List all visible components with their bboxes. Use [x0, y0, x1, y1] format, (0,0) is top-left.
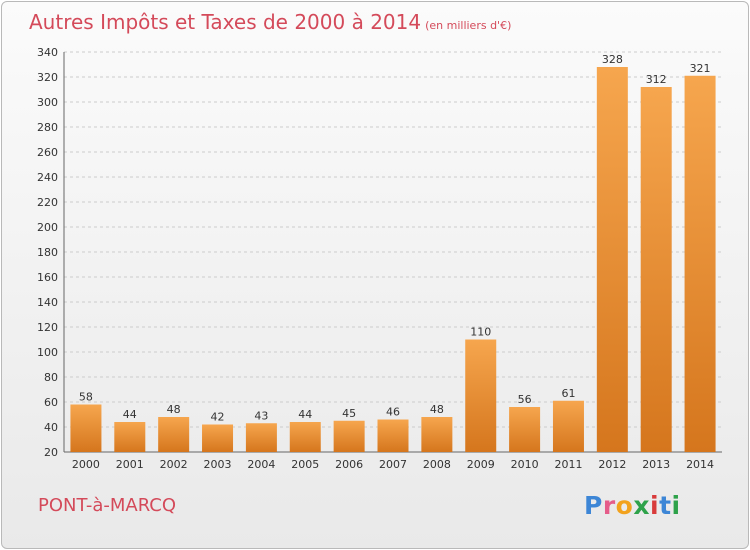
y-tick-label: 60	[44, 396, 58, 409]
bar	[202, 424, 234, 452]
x-axis-tick-labels: 2000 2001 2002 2003 2004 2005 2006 2007 2008 2009…	[72, 458, 714, 471]
logo-letter: x	[633, 491, 650, 520]
bar	[552, 400, 584, 452]
data-label: 328	[602, 53, 623, 66]
data-label: 48	[167, 403, 181, 416]
data-label: 43	[254, 409, 268, 422]
y-tick-label: 200	[37, 221, 58, 234]
y-tick-label: 240	[37, 171, 58, 184]
bar	[158, 417, 190, 452]
bar	[245, 423, 277, 452]
y-tick-label: 80	[44, 371, 58, 384]
y-tick-label: 220	[37, 196, 58, 209]
chart-title-text: Autres Impôts et Taxes de 2000 à 2014	[29, 10, 422, 34]
y-tick-label: 160	[37, 271, 58, 284]
bars	[70, 67, 716, 452]
logo-letter: t	[659, 491, 672, 520]
x-tick-label: 2006	[335, 458, 363, 471]
data-label: 110	[470, 326, 491, 339]
bar	[509, 407, 541, 452]
bar	[289, 422, 321, 452]
x-tick-label: 2008	[423, 458, 451, 471]
x-tick-label: 2004	[247, 458, 275, 471]
logo-letter: o	[615, 491, 634, 520]
x-tick-label: 2014	[686, 458, 714, 471]
data-label: 312	[646, 73, 667, 86]
data-label: 58	[79, 391, 93, 404]
y-tick-label: 180	[37, 246, 58, 259]
x-tick-label: 2005	[291, 458, 319, 471]
logo-letter: i	[671, 491, 681, 520]
bar	[333, 420, 365, 452]
y-tick-label: 260	[37, 146, 58, 159]
data-label: 48	[430, 403, 444, 416]
y-tick-label: 320	[37, 71, 58, 84]
y-tick-label: 120	[37, 321, 58, 334]
y-tick-label: 340	[37, 46, 58, 59]
x-tick-label: 2012	[598, 458, 626, 471]
data-label: 44	[123, 408, 137, 421]
x-tick-label: 2001	[116, 458, 144, 471]
x-tick-label: 2002	[160, 458, 188, 471]
y-tick-label: 280	[37, 121, 58, 134]
data-label: 46	[386, 406, 400, 419]
bar	[421, 417, 453, 452]
bar	[684, 75, 716, 452]
y-tick-label: 140	[37, 296, 58, 309]
logo-letter: i	[650, 491, 660, 520]
x-tick-label: 2003	[204, 458, 232, 471]
data-label: 45	[342, 407, 356, 420]
bar	[114, 422, 146, 452]
x-tick-label: 2013	[642, 458, 670, 471]
x-tick-label: 2000	[72, 458, 100, 471]
data-label: 42	[211, 411, 225, 424]
data-labels: 58 44 48 42 43 44 45 46 48 110 56 61 328 312 321	[79, 53, 711, 424]
x-tick-label: 2010	[511, 458, 539, 471]
bar	[596, 67, 628, 452]
y-tick-label: 100	[37, 346, 58, 359]
x-tick-label: 2009	[467, 458, 495, 471]
bar	[377, 419, 409, 452]
x-tick-label: 2007	[379, 458, 407, 471]
location-name: PONT-à-MARCQ	[38, 495, 177, 516]
logo-letter: P	[584, 491, 603, 520]
y-tick-label: 40	[44, 421, 58, 434]
data-label: 61	[561, 387, 575, 400]
bar	[640, 87, 672, 452]
logo-letter: r	[602, 491, 616, 520]
data-label: 56	[518, 393, 532, 406]
data-label: 321	[690, 62, 711, 75]
y-axis-tick-labels: 20 40 60 80 100 120 140 160 180 200 220 240 260 280 30…	[37, 46, 58, 459]
chart-subtitle: (en milliers d'€)	[425, 19, 512, 32]
bar	[465, 339, 497, 452]
bar	[70, 404, 102, 452]
y-tick-label: 20	[44, 446, 58, 459]
proxiti-logo: Proxiti	[584, 491, 681, 520]
y-tick-label: 300	[37, 96, 58, 109]
chart-title: Autres Impôts et Taxes de 2000 à 2014 (en…	[29, 10, 511, 34]
x-tick-label: 2011	[554, 458, 582, 471]
data-label: 44	[298, 408, 312, 421]
